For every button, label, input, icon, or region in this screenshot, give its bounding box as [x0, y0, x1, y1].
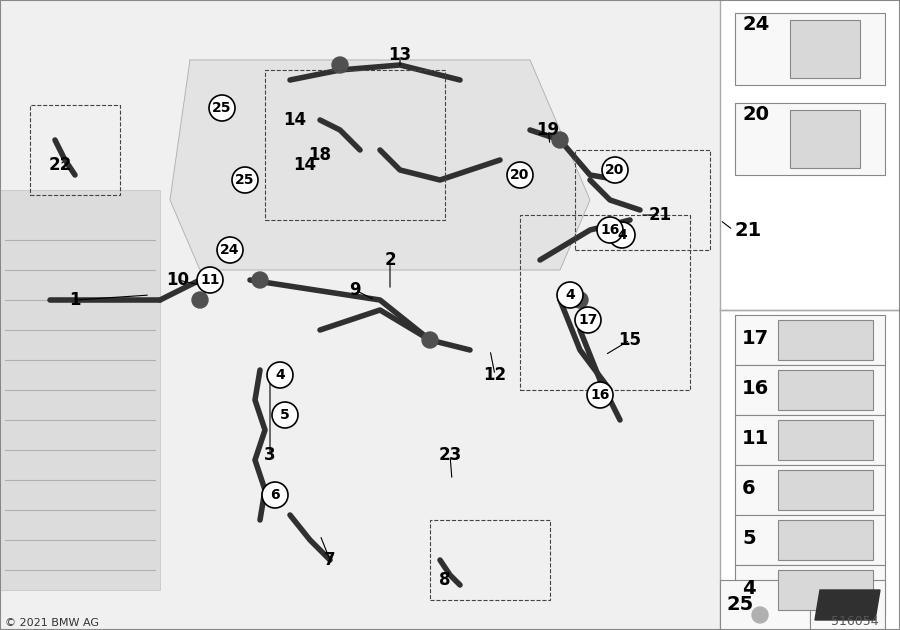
Bar — [0, 0, 720, 630]
Text: 6: 6 — [270, 488, 280, 502]
Bar — [778, 520, 873, 560]
Circle shape — [587, 382, 613, 408]
Circle shape — [332, 57, 348, 73]
Text: 1: 1 — [69, 291, 81, 309]
Text: 17: 17 — [579, 313, 598, 327]
Bar — [0, 190, 160, 590]
Circle shape — [597, 217, 623, 243]
Circle shape — [572, 292, 588, 308]
Text: 16: 16 — [590, 388, 609, 402]
Circle shape — [192, 292, 208, 308]
Text: 14: 14 — [293, 156, 317, 174]
Circle shape — [197, 267, 223, 293]
Bar — [735, 365, 885, 415]
Text: 25: 25 — [235, 173, 255, 187]
Bar — [735, 13, 885, 85]
Text: 19: 19 — [536, 121, 560, 139]
Text: © 2021 BMW AG: © 2021 BMW AG — [5, 618, 99, 628]
Text: 21: 21 — [648, 206, 671, 224]
Text: 16: 16 — [600, 223, 620, 237]
Polygon shape — [815, 590, 880, 620]
Circle shape — [209, 95, 235, 121]
Circle shape — [609, 222, 635, 248]
Circle shape — [232, 167, 258, 193]
Text: 10: 10 — [166, 271, 190, 289]
Text: 516054: 516054 — [832, 615, 878, 628]
Text: 4: 4 — [565, 288, 575, 302]
Bar — [778, 370, 873, 410]
Text: 5: 5 — [742, 529, 756, 547]
Text: 14: 14 — [284, 111, 307, 129]
Text: 24: 24 — [220, 243, 239, 257]
Circle shape — [422, 332, 438, 348]
Text: 4: 4 — [617, 228, 627, 242]
Bar — [778, 320, 873, 360]
Bar — [735, 565, 885, 615]
Circle shape — [272, 402, 298, 428]
Bar — [790, 20, 860, 78]
Bar — [735, 315, 885, 365]
Text: 21: 21 — [735, 220, 762, 239]
Text: 4: 4 — [275, 368, 285, 382]
Text: 9: 9 — [349, 281, 361, 299]
Circle shape — [252, 272, 268, 288]
Bar — [735, 415, 885, 465]
Bar — [810, 580, 885, 630]
Circle shape — [267, 362, 293, 388]
Bar — [735, 465, 885, 515]
Circle shape — [557, 282, 583, 308]
Text: 22: 22 — [49, 156, 72, 174]
Text: 25: 25 — [727, 595, 754, 614]
Text: 23: 23 — [438, 446, 462, 464]
Bar — [720, 580, 810, 630]
Text: 5: 5 — [280, 408, 290, 422]
Text: 13: 13 — [389, 46, 411, 64]
Bar — [790, 110, 860, 168]
Text: 20: 20 — [606, 163, 625, 177]
Text: 8: 8 — [439, 571, 451, 589]
Circle shape — [552, 132, 568, 148]
Circle shape — [602, 157, 628, 183]
Text: 18: 18 — [309, 146, 331, 164]
Text: 3: 3 — [265, 446, 275, 464]
Text: 20: 20 — [742, 105, 769, 125]
Polygon shape — [170, 60, 590, 270]
Circle shape — [217, 237, 243, 263]
Circle shape — [575, 307, 601, 333]
Text: 15: 15 — [618, 331, 642, 349]
Text: 16: 16 — [742, 379, 769, 398]
Bar — [778, 420, 873, 460]
Circle shape — [262, 482, 288, 508]
Circle shape — [507, 162, 533, 188]
Bar — [720, 0, 900, 630]
Text: 20: 20 — [510, 168, 530, 182]
Text: 11: 11 — [742, 428, 769, 447]
Text: 4: 4 — [742, 578, 756, 597]
Bar — [430, 520, 550, 600]
Text: 12: 12 — [483, 366, 507, 384]
Text: 2: 2 — [384, 251, 396, 269]
Text: 17: 17 — [742, 328, 769, 348]
Bar — [575, 150, 710, 250]
Bar — [30, 105, 120, 195]
Text: 24: 24 — [742, 16, 769, 35]
Text: 6: 6 — [742, 479, 756, 498]
Bar — [778, 570, 873, 610]
Bar — [520, 215, 690, 390]
Bar — [735, 103, 885, 175]
Bar — [735, 515, 885, 565]
Bar — [265, 70, 445, 220]
Text: 25: 25 — [212, 101, 232, 115]
Text: 11: 11 — [200, 273, 220, 287]
Text: 7: 7 — [324, 551, 336, 569]
Circle shape — [752, 607, 768, 623]
Bar — [778, 470, 873, 510]
